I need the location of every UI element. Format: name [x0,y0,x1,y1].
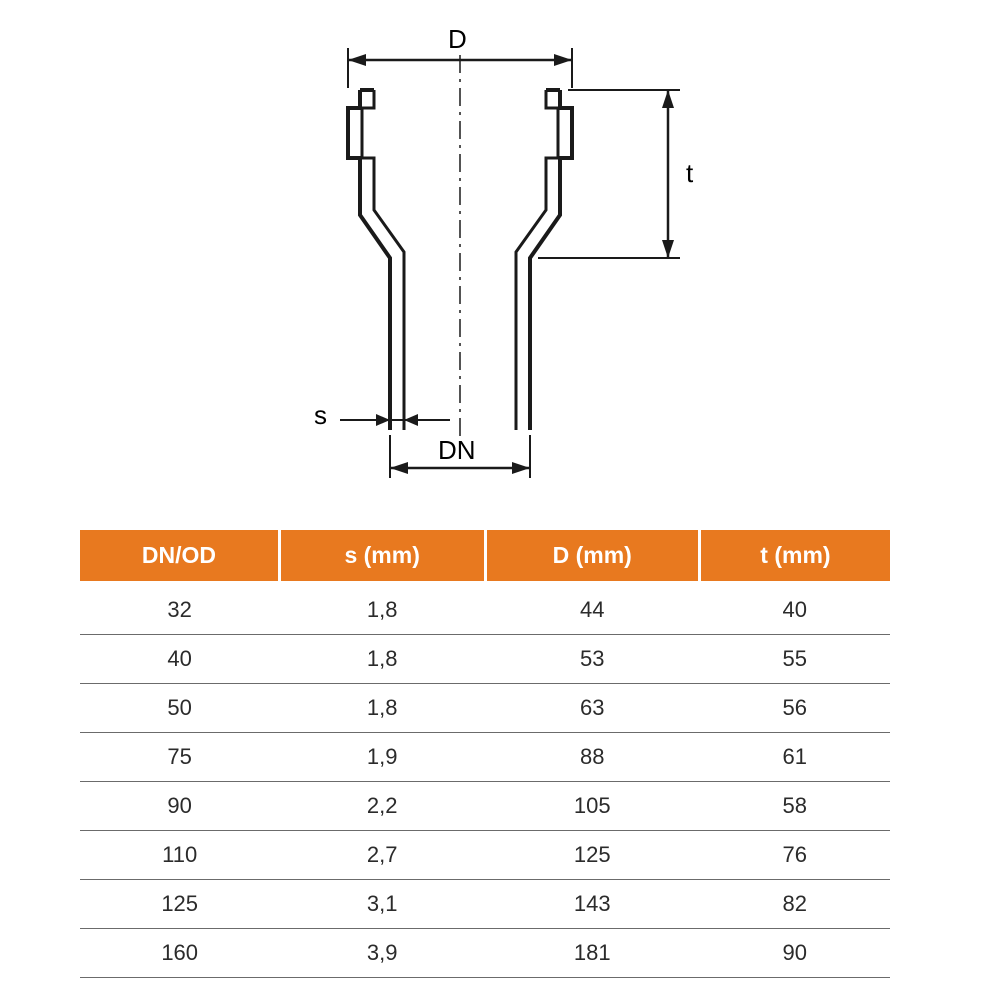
column-header: t (mm) [699,530,890,581]
table-cell: 105 [485,782,699,831]
table-cell: 88 [485,733,699,782]
table-cell: 63 [485,684,699,733]
table-cell: 160 [80,929,279,978]
table-cell: 2,2 [279,782,485,831]
table-cell: 32 [80,581,279,635]
table-cell: 82 [699,880,890,929]
table-body: 321,84440401,85355501,86356751,98861902,… [80,581,890,978]
table-row: 321,84440 [80,581,890,635]
pipe-outline-left-inner [362,90,404,430]
table-cell: 40 [699,581,890,635]
table-row: 401,85355 [80,635,890,684]
table-row: 902,210558 [80,782,890,831]
table-cell: 125 [80,880,279,929]
table-row: 1253,114382 [80,880,890,929]
label-t: t [686,158,693,189]
table-cell: 3,1 [279,880,485,929]
pipe-outline-right-outer [530,90,572,430]
table-cell: 76 [699,831,890,880]
table-cell: 90 [80,782,279,831]
pipe-outline-right-inner [516,90,558,430]
table-cell: 44 [485,581,699,635]
table-cell: 1,9 [279,733,485,782]
table-cell: 1,8 [279,684,485,733]
label-D: D [448,24,467,55]
table-cell: 110 [80,831,279,880]
label-s: s [314,400,327,431]
table-row: 1603,918190 [80,929,890,978]
table-cell: 75 [80,733,279,782]
table-row: 1102,712576 [80,831,890,880]
table-cell: 125 [485,831,699,880]
column-header: s (mm) [279,530,485,581]
table-header: DN/ODs (mm)D (mm)t (mm) [80,530,890,581]
table-cell: 53 [485,635,699,684]
diagram-svg [190,30,810,490]
table-cell: 58 [699,782,890,831]
table-row: 501,86356 [80,684,890,733]
table-cell: 61 [699,733,890,782]
table-cell: 2,7 [279,831,485,880]
pipe-outline-left-outer [348,90,390,430]
pipe-socket-diagram: D t s DN [190,30,810,490]
column-header: DN/OD [80,530,279,581]
table-cell: 1,8 [279,581,485,635]
table-cell: 55 [699,635,890,684]
table-row: 751,98861 [80,733,890,782]
table-cell: 90 [699,929,890,978]
table-cell: 3,9 [279,929,485,978]
table-cell: 143 [485,880,699,929]
table-cell: 181 [485,929,699,978]
table-cell: 50 [80,684,279,733]
table-cell: 1,8 [279,635,485,684]
label-DN: DN [438,435,476,466]
table-cell: 56 [699,684,890,733]
specification-table: DN/ODs (mm)D (mm)t (mm) 321,84440401,853… [80,530,890,978]
table-cell: 40 [80,635,279,684]
column-header: D (mm) [485,530,699,581]
